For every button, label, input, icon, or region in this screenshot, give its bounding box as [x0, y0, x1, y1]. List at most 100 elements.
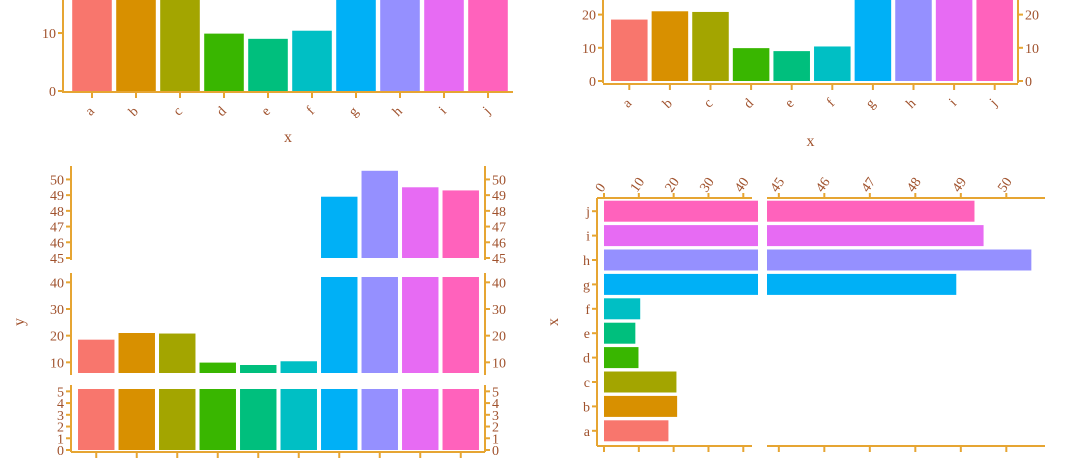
bar-h	[604, 249, 758, 271]
bar-h	[895, 0, 932, 81]
bar-f	[280, 389, 317, 450]
bar-g	[604, 273, 758, 295]
bar-b	[604, 395, 678, 417]
y-tick-label-right: 47	[492, 221, 506, 236]
x-tick-label: a	[83, 104, 99, 120]
x-tick-label: i	[947, 96, 960, 109]
bar-i	[402, 277, 439, 373]
y-tick-label-right: 30	[492, 303, 506, 318]
y-tick-label-right: 0	[492, 444, 499, 459]
y-tick-label-right: 46	[492, 236, 506, 251]
bar-j	[468, 0, 508, 91]
bar-a	[78, 389, 115, 450]
bar-j	[442, 190, 479, 258]
x-tick-label: e	[259, 104, 274, 119]
bar-d	[732, 48, 770, 81]
y-tick-label-right: 2	[492, 421, 499, 436]
bar-c	[692, 11, 729, 81]
x-tick-label: j	[480, 104, 494, 118]
bar-c	[160, 0, 200, 91]
x-tick-label: 47	[859, 175, 879, 195]
y-tick-label-right: 5	[492, 385, 499, 400]
x-tick-label: a	[620, 96, 636, 112]
bar-f	[604, 298, 641, 320]
bar-a	[72, 0, 112, 91]
bar-b	[118, 389, 155, 450]
x-tick-label: e	[783, 96, 798, 111]
bar-b	[118, 333, 155, 373]
bar-f	[814, 46, 851, 81]
bar-i	[424, 0, 464, 91]
bar-e	[248, 38, 288, 91]
y-tick-label: 49	[50, 189, 64, 204]
bar-j	[976, 0, 1013, 81]
y-tick-label: 10	[582, 42, 596, 57]
x-tick-label: 0	[593, 181, 609, 195]
bar-j	[604, 200, 758, 222]
x-tick-label: i	[436, 104, 449, 117]
x-tick-label: c	[701, 96, 716, 111]
x-tick-label: 46	[813, 175, 833, 195]
x-tick-label: f	[304, 104, 318, 118]
y-tick-label: 20	[582, 9, 596, 24]
x-tick-label: f	[824, 96, 838, 110]
bar-h	[767, 249, 1032, 271]
y-tick-label: 20	[50, 330, 64, 345]
y-tick-label-right: 49	[492, 189, 506, 204]
bar-d	[204, 33, 244, 91]
x-tick-label: j	[986, 96, 1000, 110]
y-tick-label-right: 10	[1025, 42, 1039, 57]
bar-i	[604, 225, 758, 247]
bar-d	[199, 362, 236, 373]
y-tick-label: 30	[50, 303, 64, 318]
y-tick-label-right: 4	[492, 397, 499, 412]
bar-e	[240, 389, 277, 450]
y-tick-label-right: 20	[1025, 9, 1039, 24]
bar-g	[767, 273, 957, 295]
y-tick-label: 47	[50, 221, 64, 236]
bar-g	[854, 0, 892, 81]
bar-i	[402, 389, 439, 450]
bar-h	[361, 170, 398, 258]
bar-g	[321, 277, 358, 373]
bar-c	[159, 389, 196, 450]
y-tick-label: 50	[50, 173, 64, 188]
x-tick-label: d	[214, 104, 230, 120]
bar-c	[604, 371, 677, 393]
bar-g	[321, 389, 358, 450]
bar-h	[361, 277, 398, 373]
panel-top-left: 0 10 a b c d e f g h i j x	[42, 0, 513, 146]
y-tick-label-right: 40	[492, 276, 506, 291]
y-tick-label-right: 48	[492, 205, 506, 220]
y-tick-label: 3	[57, 409, 64, 424]
y-tick-label: b	[583, 400, 590, 415]
x-tick-label: 40	[732, 175, 752, 195]
y-axis-title: y	[11, 318, 28, 326]
y-tick-label: j	[585, 205, 590, 220]
y-tick-label-right: 50	[492, 173, 506, 188]
bar-f	[280, 361, 317, 373]
y-tick-label: 2	[57, 421, 64, 436]
y-tick-label: 1	[57, 432, 64, 447]
x-tick-label: c	[171, 104, 186, 119]
y-tick-label: 48	[50, 205, 64, 220]
y-tick-label: e	[584, 327, 590, 342]
y-tick-label: 10	[42, 27, 56, 42]
bar-f	[292, 30, 332, 91]
y-tick-label: 0	[57, 444, 64, 459]
bar-b	[116, 0, 156, 91]
y-tick-label: 0	[589, 75, 596, 90]
x-tick-label: d	[741, 96, 757, 112]
y-tick-label-right: 3	[492, 409, 499, 424]
x-tick-label: b	[660, 96, 676, 112]
y-tick-label-right: 20	[492, 330, 506, 345]
y-tick-label: h	[583, 254, 590, 269]
bar-e	[773, 51, 810, 81]
bar-d	[199, 389, 236, 450]
y-tick-label: f	[585, 303, 590, 318]
y-tick-label: 0	[49, 85, 56, 100]
y-tick-label-right: 10	[492, 356, 506, 371]
bar-j	[767, 200, 975, 222]
